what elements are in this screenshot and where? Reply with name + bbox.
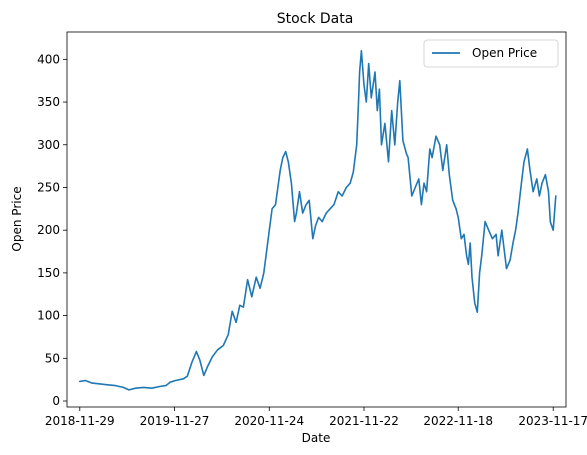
y-tick-label: 100 <box>37 309 60 323</box>
x-tick-label: 2019-11-27 <box>140 414 210 428</box>
y-axis-ticks: 0 50 100 150 200 250 300 350 400 <box>37 52 67 408</box>
y-tick-label: 0 <box>52 394 60 408</box>
x-axis-ticks: 2018-11-29 2019-11-27 2020-11-24 2021-11-22… <box>45 407 587 428</box>
x-tick-label: 2023-11-17 <box>518 414 587 428</box>
legend-label: Open Price <box>472 46 537 60</box>
x-tick-label: 2020-11-24 <box>234 414 304 428</box>
open-price-line <box>79 50 557 391</box>
x-tick-label: 2018-11-29 <box>45 414 115 428</box>
y-tick-label: 300 <box>37 138 60 152</box>
chart-title: Stock Data <box>277 11 354 27</box>
x-axis-title: Date <box>302 431 331 445</box>
plot-area <box>67 32 566 407</box>
y-tick-label: 400 <box>37 52 60 66</box>
legend-box <box>423 39 559 68</box>
plot-frame <box>66 31 567 408</box>
y-tick-label: 200 <box>37 223 60 237</box>
x-tick-label: 2021-11-22 <box>329 414 399 428</box>
y-tick-label: 150 <box>37 266 60 280</box>
y-tick-label: 250 <box>37 180 60 194</box>
y-tick-label: 350 <box>37 95 60 109</box>
legend: Open Price <box>423 39 559 68</box>
y-axis-title: Open Price <box>10 186 24 251</box>
y-tick-label: 50 <box>45 351 60 365</box>
x-tick-label: 2022-11-18 <box>423 414 493 428</box>
